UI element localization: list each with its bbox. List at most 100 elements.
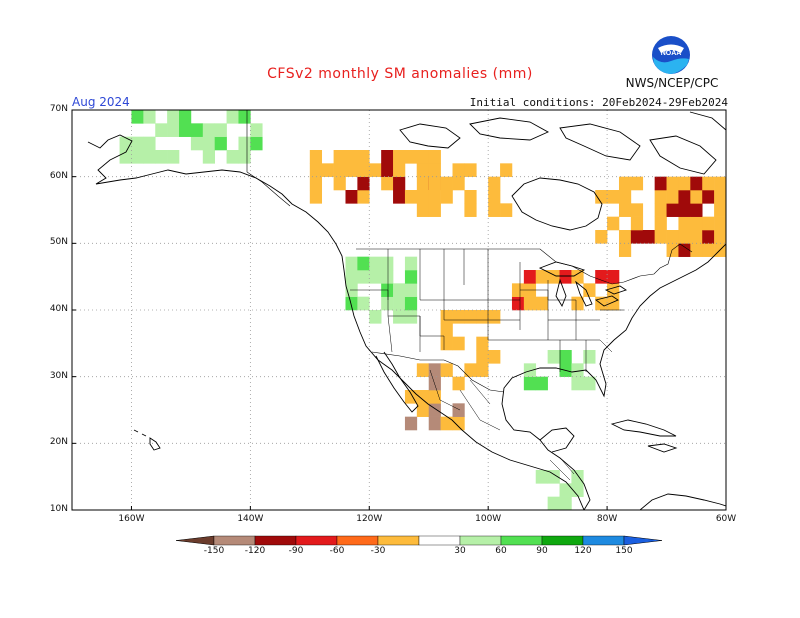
anomaly-cell	[571, 470, 584, 484]
anomaly-cell	[416, 390, 430, 404]
anomaly-cell	[666, 190, 679, 204]
anomaly-cell	[666, 176, 679, 191]
anomaly-cell	[452, 376, 465, 391]
lat-label: 20N	[49, 437, 68, 448]
anomaly-cell	[428, 163, 441, 177]
anomaly-cell	[678, 216, 691, 231]
arctic-islands	[399, 117, 717, 175]
lon-label: 80W	[596, 514, 618, 524]
coastlines	[87, 111, 726, 510]
anomaly-cell	[476, 350, 489, 364]
anomaly-cell	[404, 256, 418, 271]
anomaly-cell	[690, 176, 703, 191]
anomaly-cell	[476, 336, 489, 351]
anomaly-cell	[416, 203, 430, 217]
anomaly-cell	[416, 163, 430, 177]
anomaly-cell	[571, 296, 584, 311]
colorbar-label: 120	[574, 546, 592, 556]
anomaly-cell	[369, 270, 382, 284]
anomaly-cell	[476, 310, 489, 324]
anomaly-cell	[690, 243, 703, 257]
anomaly-cell	[607, 270, 620, 284]
anomaly-cell	[464, 190, 477, 204]
anomaly-cell	[678, 230, 691, 244]
anomaly-cell	[143, 136, 156, 151]
anomaly-cell	[190, 136, 204, 151]
anomaly-cell	[333, 163, 346, 177]
colorbar-swatch	[582, 535, 625, 546]
lon-label: 140W	[237, 514, 264, 524]
lat-label: 50N	[49, 237, 68, 248]
anomaly-cell	[428, 190, 441, 204]
anomaly-cell	[309, 163, 323, 177]
anomaly-cell	[559, 496, 572, 510]
anomaly-cell	[535, 470, 548, 484]
colorbar-swatch	[295, 535, 338, 546]
anomaly-cell	[167, 110, 180, 124]
anomaly-cell	[428, 376, 441, 391]
anomaly-cell	[654, 216, 667, 231]
anomaly-cell	[440, 310, 453, 324]
anomaly-cell	[488, 190, 501, 204]
anomaly-cell	[226, 150, 239, 164]
anomaly-cell	[714, 203, 726, 217]
initial-conditions: Initial conditions: 20Feb2024-29Feb2024	[469, 96, 728, 109]
anomaly-cell	[131, 136, 144, 151]
anomaly-cell	[464, 310, 477, 324]
colorbar-arrow-high	[623, 535, 663, 546]
anomaly-cell	[369, 310, 382, 324]
colorbar	[175, 535, 663, 546]
anomaly-cell	[571, 376, 584, 391]
great-lakes	[538, 261, 628, 308]
anomaly-cell	[452, 416, 465, 431]
anomaly-cell	[702, 190, 715, 204]
colorbar-swatch	[377, 535, 420, 546]
anomaly-cell	[428, 416, 441, 431]
map-title: CFSv2 monthly SM anomalies (mm)	[267, 66, 533, 82]
anomaly-cell	[690, 216, 703, 231]
anomaly-cell	[452, 176, 465, 191]
anomaly-cell	[202, 136, 215, 151]
colorbar-swatch	[500, 535, 543, 546]
anomaly-cell	[381, 270, 394, 284]
anomaly-cell	[714, 230, 726, 244]
anomaly-cell	[547, 470, 560, 484]
anomaly-cell	[523, 363, 537, 377]
anomaly-cell	[571, 270, 584, 284]
target-month: Aug 2024	[72, 95, 130, 109]
anomaly-cell	[155, 123, 168, 137]
anomaly-cell	[678, 243, 691, 257]
colorbar-label: -90	[288, 546, 304, 556]
anomaly-cell	[381, 176, 394, 191]
anomaly-cell	[607, 283, 620, 297]
anomaly-cell	[618, 203, 632, 217]
anomaly-cell	[702, 176, 715, 191]
colorbar-swatch	[254, 535, 297, 546]
anomaly-cell	[309, 190, 323, 204]
lat-label: 70N	[49, 104, 68, 114]
colorbar-swatch	[418, 535, 461, 546]
anomaly-cell	[535, 296, 548, 311]
lon-label: 160W	[118, 514, 145, 524]
anomaly-cell	[488, 176, 501, 191]
anomaly-cell	[595, 270, 608, 284]
anomaly-cell	[345, 150, 358, 164]
anomaly-cell	[333, 176, 346, 191]
lon-label: 120W	[356, 514, 383, 524]
lat-label: 60N	[49, 170, 68, 181]
anomaly-cell	[357, 163, 370, 177]
anomaly-cell	[523, 376, 537, 391]
anomaly-cell	[583, 283, 596, 297]
anomaly-cell	[381, 150, 394, 164]
anomaly-cell	[488, 350, 501, 364]
anomaly-cell	[190, 123, 204, 137]
anomaly-cell	[214, 136, 227, 151]
anomaly-cell	[119, 136, 132, 151]
anomaly-cell	[143, 150, 156, 164]
anomaly-cell	[381, 163, 394, 177]
anomaly-cell	[214, 123, 227, 137]
anomaly-cell	[607, 216, 620, 231]
anomaly-cell	[393, 283, 406, 297]
anomaly-cell	[464, 203, 477, 217]
